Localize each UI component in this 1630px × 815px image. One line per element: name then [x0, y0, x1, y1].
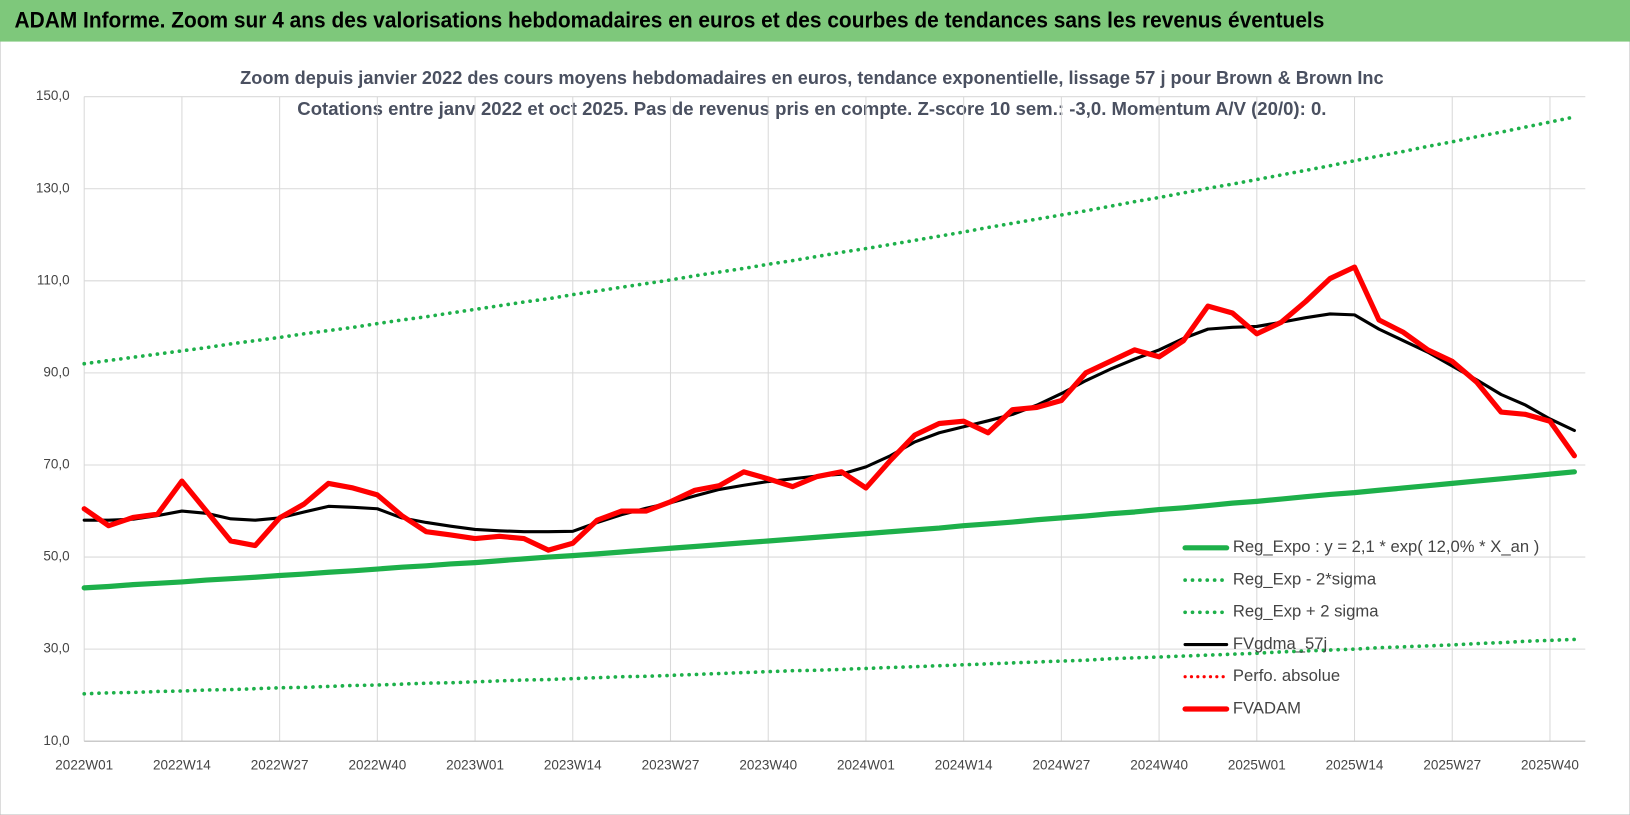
x-tick-label: 2023W40 [739, 758, 797, 773]
y-tick-label: 30,0 [43, 641, 69, 656]
legend-label: Reg_Expo : y = 2,1 * exp( 12,0% * X_an ) [1233, 537, 1539, 556]
x-tick-label: 2022W40 [348, 758, 406, 773]
series-line [81, 264, 1577, 553]
x-tick-label: 2024W14 [935, 758, 993, 773]
chart-subtitle: Cotations entre janv 2022 et oct 2025. P… [297, 98, 1326, 119]
x-tick-label: 2024W27 [1032, 758, 1090, 773]
x-tick-label: 2024W40 [1130, 758, 1188, 773]
x-tick-label: 2023W27 [642, 758, 700, 773]
x-tick-label: 2025W14 [1326, 758, 1384, 773]
y-tick-label: 110,0 [37, 272, 70, 287]
series-line [82, 637, 1577, 696]
legend-label: Perfo. absolue [1233, 666, 1340, 685]
x-tick-label: 2022W01 [55, 758, 113, 773]
header-bar [0, 0, 1630, 42]
y-tick-label: 150,0 [36, 88, 70, 103]
series-line [81, 469, 1577, 591]
series-line [82, 115, 1577, 366]
y-tick-label: 70,0 [43, 457, 69, 472]
x-tick-label: 2023W14 [544, 758, 602, 773]
x-tick-label: 2025W27 [1423, 758, 1481, 773]
x-tick-label: 2022W27 [251, 758, 309, 773]
x-tick-label: 2022W14 [153, 758, 211, 773]
x-tick-label: 2023W01 [446, 758, 504, 773]
y-tick-label: 90,0 [43, 364, 69, 379]
x-tick-label: 2025W40 [1521, 758, 1579, 773]
legend-label: Reg_Exp - 2*sigma [1233, 569, 1377, 588]
x-tick-label: 2024W01 [837, 758, 895, 773]
y-tick-label: 50,0 [43, 549, 69, 564]
y-tick-label: 130,0 [36, 180, 70, 195]
legend-label: FVADAM [1233, 698, 1301, 717]
legend-label: Reg_Exp + 2 sigma [1233, 602, 1379, 621]
header-title: ADAM Informe. Zoom sur 4 ans des valoris… [15, 8, 1325, 33]
legend-label: FVgdma_57j [1233, 634, 1327, 653]
x-tick-label: 2025W01 [1228, 758, 1286, 773]
chart-title: Zoom depuis janvier 2022 des cours moyen… [240, 67, 1383, 88]
y-tick-label: 10,0 [43, 733, 69, 748]
